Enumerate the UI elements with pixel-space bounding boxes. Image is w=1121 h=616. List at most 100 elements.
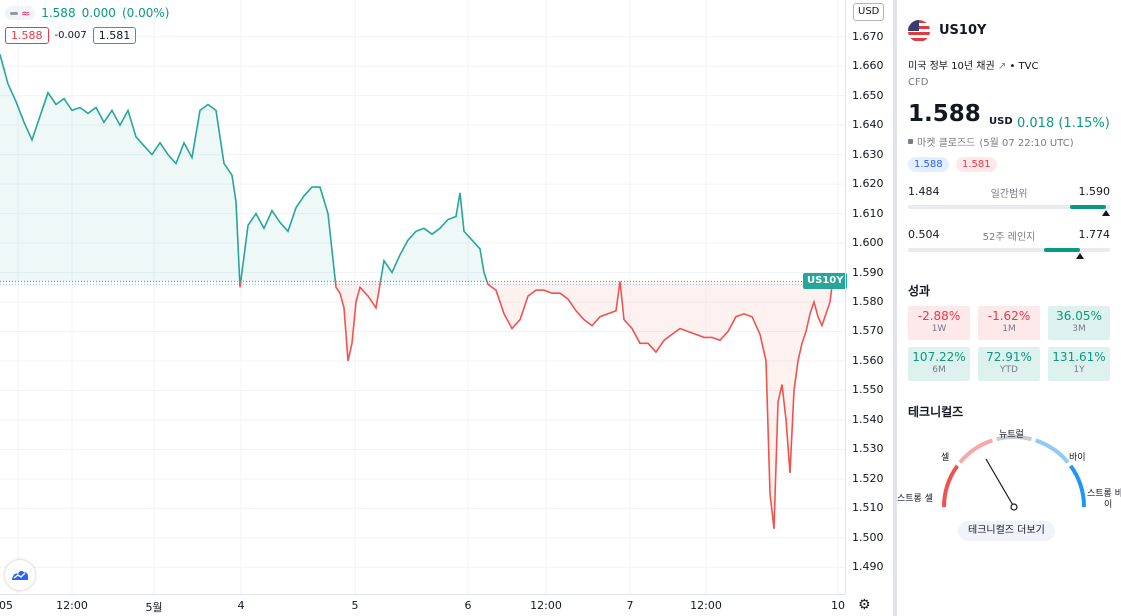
day-range-track — [908, 205, 1110, 209]
time-tick-label: 12:00 — [530, 599, 562, 612]
price-tick-label: 1.610 — [852, 206, 884, 220]
time-scale[interactable]: 05 12:00 5월 4 5 6 12:00 7 12:00 10 — [0, 594, 845, 616]
day-range-low: 1.484 — [908, 185, 940, 198]
time-tick-label: 10 — [831, 599, 845, 612]
price-tick-label: 1.540 — [852, 412, 884, 426]
gauge-segment-sell — [958, 438, 994, 464]
ask-pill: 1.581 — [956, 157, 997, 172]
52-week-range: 0.504 52주 레인지 1.774 — [908, 228, 1110, 262]
performance-cell-6m[interactable]: 107.22% 6M — [908, 347, 970, 381]
gauge-label-buy: 바이 — [1069, 453, 1086, 463]
gauge-segment-strong-buy — [1068, 464, 1086, 508]
price-tick-label: 1.600 — [852, 236, 884, 250]
gauge-hub — [1010, 503, 1018, 511]
description-text: 미국 정부 10년 채권 — [908, 61, 995, 72]
time-tick-label: 05 — [0, 599, 13, 612]
legend-bid-box[interactable]: 1.588 — [5, 27, 49, 44]
legend-price: 1.588 — [41, 6, 76, 20]
performance-period: 1W — [931, 324, 947, 334]
gear-icon[interactable]: ⚙ — [858, 597, 871, 613]
price-change: 0.018 (1.15%) — [1017, 116, 1110, 131]
price-currency: USD — [989, 116, 1013, 127]
52-week-high: 1.774 — [1078, 228, 1111, 241]
legend-change: 0.000 — [81, 6, 116, 20]
performance-period: 6M — [932, 365, 946, 375]
legend-ask-box[interactable]: 1.581 — [92, 27, 137, 44]
price-tick-label: 1.490 — [852, 560, 884, 574]
gauge-label-strong-sell: 스트롱 셀 — [897, 494, 933, 504]
status-dot-icon — [908, 139, 913, 144]
gauge-segment-neutral — [996, 435, 1032, 442]
performance-title: 성과 — [908, 284, 931, 298]
gauge-label-strong-buy-cont: 이 — [1104, 500, 1113, 510]
symbol-details-panel: US10Y 미국 정부 10년 채권 ↗ • TVC CFD 1.588 USD… — [893, 0, 1121, 616]
day-range-high: 1.590 — [1078, 185, 1111, 198]
price-tick-label: 1.530 — [852, 442, 884, 456]
performance-period: 3M — [1072, 324, 1086, 334]
tradingview-logo[interactable] — [5, 560, 35, 590]
wave-icon: ≈ — [21, 6, 31, 20]
time-tick-label: 12:00 — [56, 599, 88, 612]
performance-cell-1y[interactable]: 131.61% 1Y — [1048, 347, 1110, 381]
cloud-logo-icon — [12, 570, 28, 580]
chart-legend: ≈ 1.588 0.000 (0.00%) 1.588 -0.007 1.581 — [5, 5, 169, 44]
currency-button[interactable]: USD — [853, 3, 885, 21]
market-status: 마켓 클로즈드 (5월 07 22:10 UTC) — [908, 134, 1074, 149]
external-link-icon[interactable]: ↗ — [997, 61, 1007, 72]
time-tick-label: 4 — [237, 599, 245, 612]
price-tick-label: 1.510 — [852, 501, 884, 515]
instrument-type: CFD — [908, 77, 929, 88]
price-chart[interactable] — [0, 0, 845, 594]
price-tick-label: 1.620 — [852, 177, 884, 191]
day-range-fill — [1069, 205, 1106, 209]
performance-value: 72.91% — [986, 350, 1032, 364]
performance-period: 1M — [1002, 324, 1016, 334]
price-tick-label: 1.550 — [852, 383, 884, 397]
time-tick-label: 5 — [351, 599, 359, 612]
gauge-segment-strong-sell — [942, 464, 960, 508]
performance-period: YTD — [1000, 365, 1018, 375]
price-tick-label: 1.560 — [852, 353, 884, 367]
performance-cell-1m[interactable]: -1.62% 1M — [978, 306, 1040, 340]
chart-pane[interactable]: ≈ 1.588 0.000 (0.00%) 1.588 -0.007 1.581… — [0, 0, 848, 594]
performance-period: 1Y — [1073, 365, 1085, 375]
technicals-gauge — [942, 435, 1086, 511]
day-range: 1.484 일간범위 1.590 — [908, 185, 1110, 219]
day-range-label: 일간범위 — [990, 189, 1028, 200]
price-tick-label: 1.590 — [852, 265, 884, 279]
52-week-label: 52주 레인지 — [982, 232, 1036, 243]
price-scale[interactable]: 1.670 1.660 1.650 1.640 1.630 1.620 1.610 1.600… — [845, 0, 893, 594]
time-tick-label: 5월 — [145, 601, 163, 614]
price-tick-label: 1.660 — [852, 59, 884, 73]
data-source[interactable]: • TVC — [1009, 61, 1039, 72]
performance-cell-1w[interactable]: -2.88% 1W — [908, 306, 970, 340]
price-tick-label: 1.670 — [852, 29, 884, 43]
price-tick-label: 1.500 — [852, 530, 884, 544]
market-status-text: 마켓 클로즈드 — [917, 138, 976, 149]
triangle-up-icon — [1075, 253, 1084, 259]
time-tick-label: 6 — [464, 599, 472, 612]
market-status-time: (5월 07 22:10 UTC) — [979, 138, 1074, 149]
gauge-label-strong-buy: 스트롱 바 — [1087, 489, 1121, 499]
more-technicals-button[interactable]: 테크니컬즈 더보기 — [958, 521, 1055, 541]
performance-value: -2.88% — [917, 309, 961, 323]
performance-value: -1.62% — [987, 309, 1031, 323]
area-fill-below — [239, 281, 833, 529]
price-tick-label: 1.630 — [852, 147, 884, 161]
symbol-title[interactable]: US10Y — [939, 23, 987, 38]
legend-toggle-pill[interactable]: ≈ — [5, 6, 36, 20]
technicals-title[interactable]: 테크니컬즈 — [908, 405, 964, 419]
series-price-label: US10Y — [803, 273, 848, 290]
price-tick-label: 1.520 — [852, 471, 884, 485]
price-tick-label: 1.580 — [852, 295, 884, 308]
gauge-segment-buy — [1034, 438, 1070, 464]
performance-cell-3m[interactable]: 36.05% 3M — [1048, 306, 1110, 340]
time-tick-label: 7 — [626, 599, 634, 612]
last-price: 1.588 — [908, 101, 981, 127]
triangle-up-icon — [1101, 210, 1110, 216]
performance-cell-ytd[interactable]: 72.91% YTD — [978, 347, 1040, 381]
symbol-description: 미국 정부 10년 채권 ↗ • TVC — [908, 57, 1038, 72]
legend-spread: -0.007 — [54, 30, 87, 41]
bid-pill: 1.588 — [908, 157, 949, 172]
gauge-label-neutral: 뉴트럴 — [999, 430, 1024, 440]
